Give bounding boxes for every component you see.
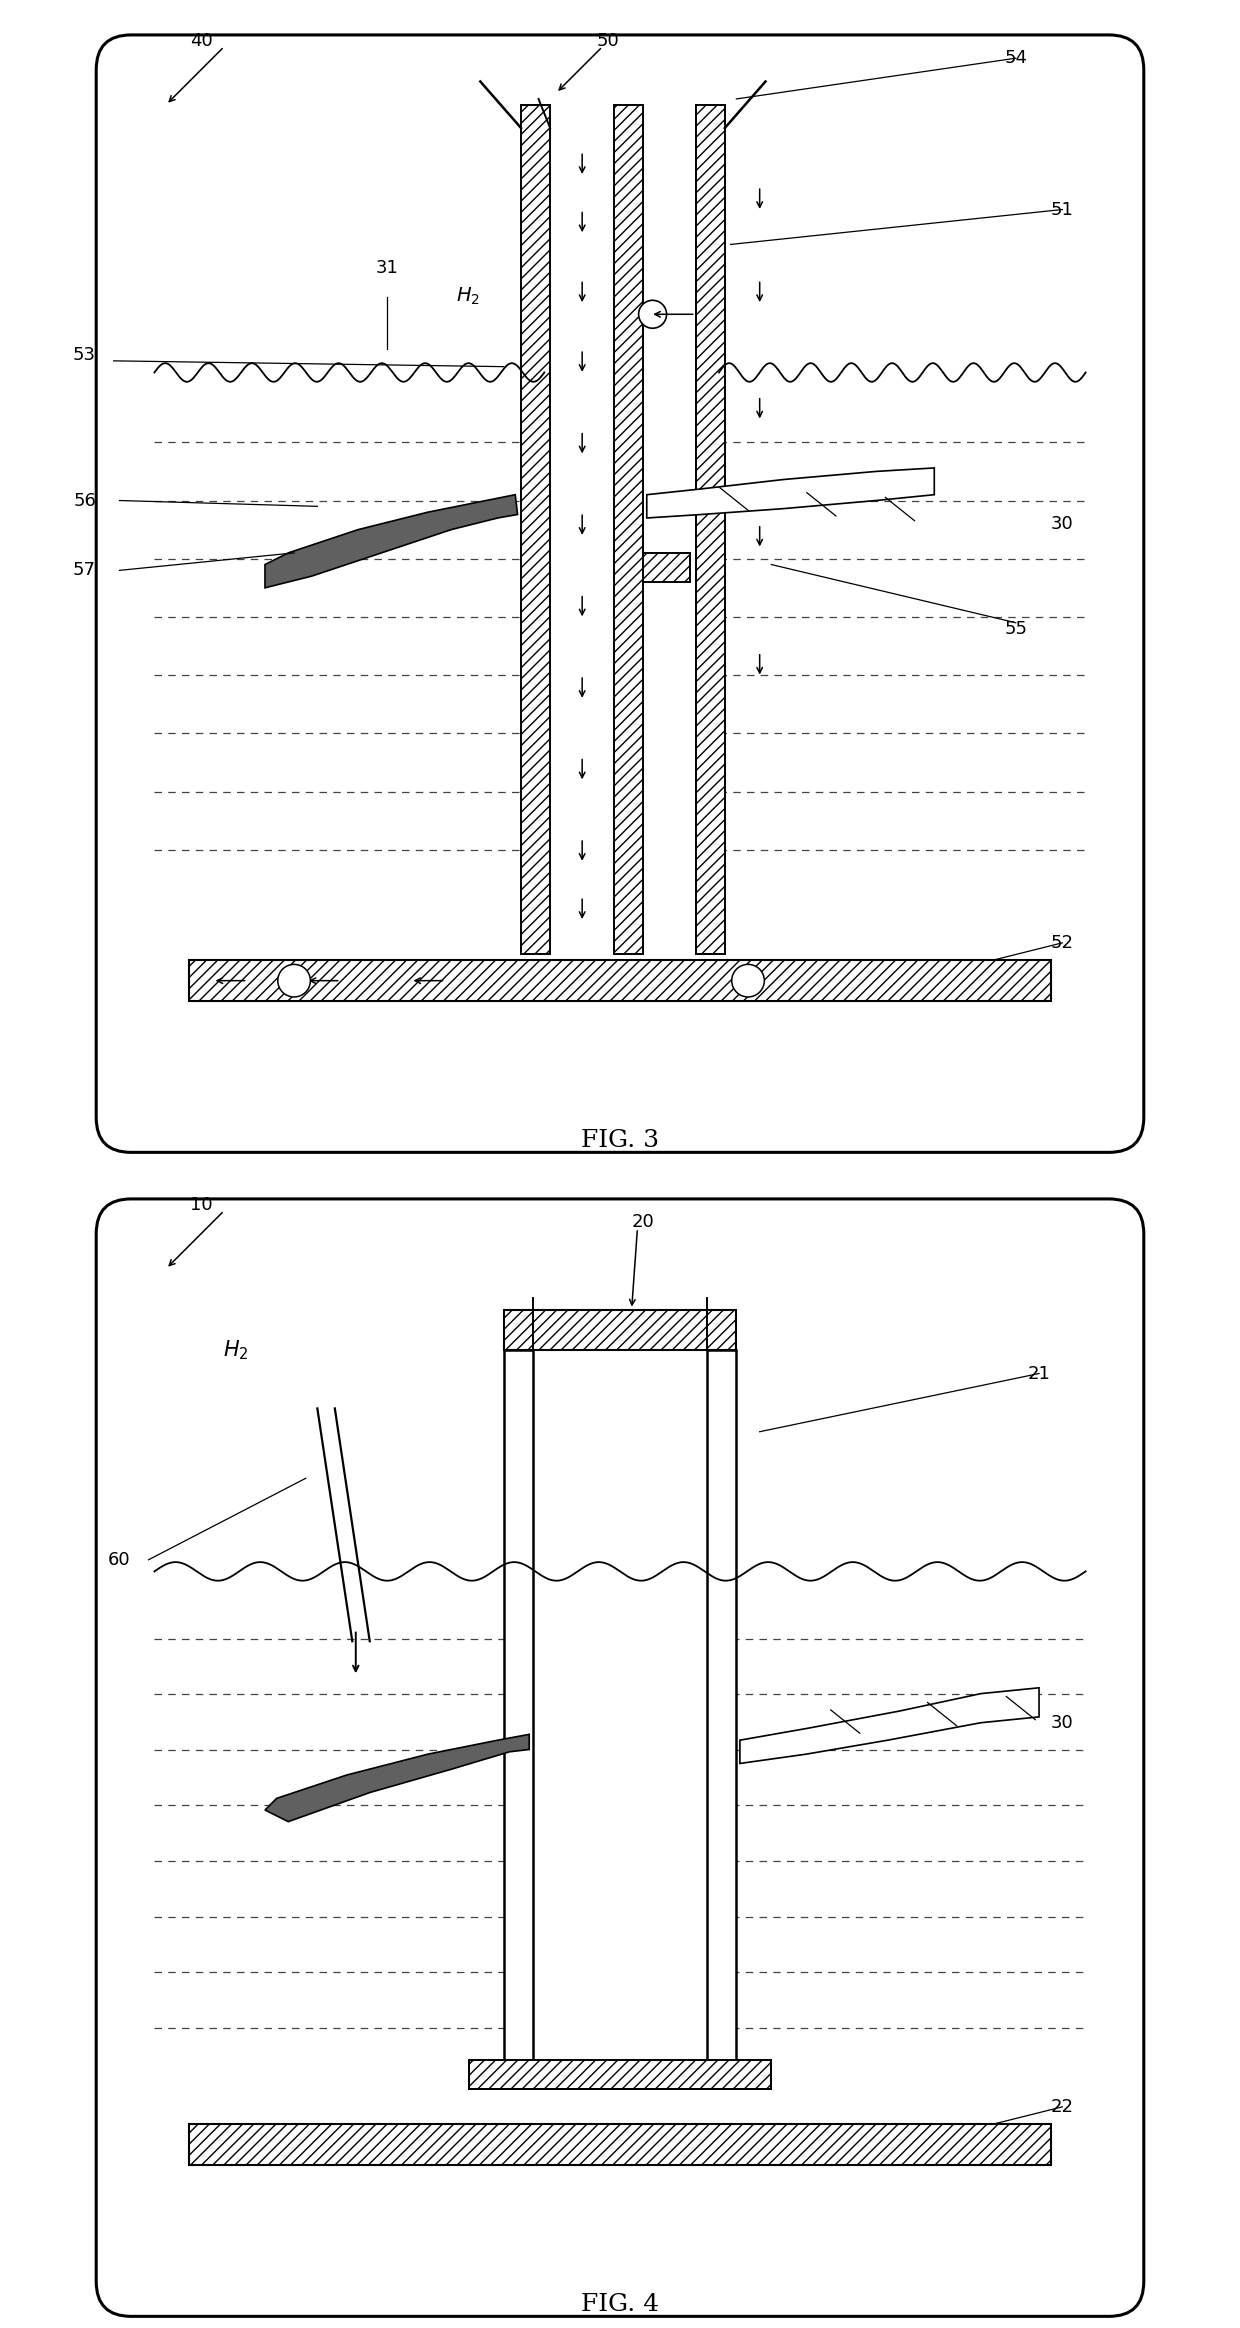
FancyBboxPatch shape bbox=[97, 1199, 1143, 2316]
Polygon shape bbox=[265, 494, 517, 587]
Bar bbox=[190, 2123, 1050, 2165]
Bar bbox=[190, 959, 1050, 1001]
Bar bbox=[551, 105, 614, 954]
Bar bbox=[190, 959, 1050, 1001]
Bar bbox=[707, 1350, 737, 2060]
Text: 55: 55 bbox=[1004, 619, 1027, 638]
Text: 30: 30 bbox=[1052, 514, 1074, 533]
Polygon shape bbox=[740, 1688, 1039, 1765]
Bar bbox=[469, 2060, 771, 2091]
Text: 22: 22 bbox=[1050, 2098, 1074, 2116]
Bar bbox=[644, 554, 689, 582]
Polygon shape bbox=[647, 468, 934, 519]
Circle shape bbox=[278, 964, 310, 996]
Text: FIG. 4: FIG. 4 bbox=[580, 2293, 660, 2316]
Circle shape bbox=[639, 300, 667, 328]
Bar bbox=[503, 1350, 533, 2060]
Bar bbox=[533, 1350, 707, 2060]
Text: 57: 57 bbox=[73, 561, 95, 580]
Text: FIG. 3: FIG. 3 bbox=[580, 1129, 660, 1152]
Text: 10: 10 bbox=[190, 1197, 212, 1213]
Polygon shape bbox=[265, 1734, 529, 1820]
Text: 52: 52 bbox=[1050, 934, 1074, 952]
Text: $H_2$: $H_2$ bbox=[223, 1339, 249, 1362]
Circle shape bbox=[732, 964, 764, 996]
Text: $H_2$: $H_2$ bbox=[456, 286, 480, 307]
Text: 53: 53 bbox=[73, 347, 95, 363]
Bar bbox=[190, 2123, 1050, 2165]
Text: 54: 54 bbox=[1004, 49, 1027, 68]
Bar bbox=[696, 105, 724, 954]
Bar bbox=[503, 1308, 737, 1350]
Bar bbox=[614, 105, 644, 954]
Text: 31: 31 bbox=[376, 258, 398, 277]
Text: 51: 51 bbox=[1050, 200, 1074, 219]
Bar bbox=[644, 105, 696, 954]
Text: 50: 50 bbox=[596, 33, 620, 49]
FancyBboxPatch shape bbox=[97, 35, 1143, 1152]
Text: 21: 21 bbox=[1028, 1364, 1050, 1383]
Text: 20: 20 bbox=[632, 1213, 655, 1232]
Text: 56: 56 bbox=[73, 491, 95, 510]
Text: 40: 40 bbox=[190, 33, 212, 49]
Bar bbox=[503, 1308, 737, 1350]
Text: 60: 60 bbox=[108, 1550, 130, 1569]
Text: 30: 30 bbox=[1052, 1713, 1074, 1732]
Bar bbox=[469, 2060, 771, 2091]
Bar bbox=[521, 105, 551, 954]
